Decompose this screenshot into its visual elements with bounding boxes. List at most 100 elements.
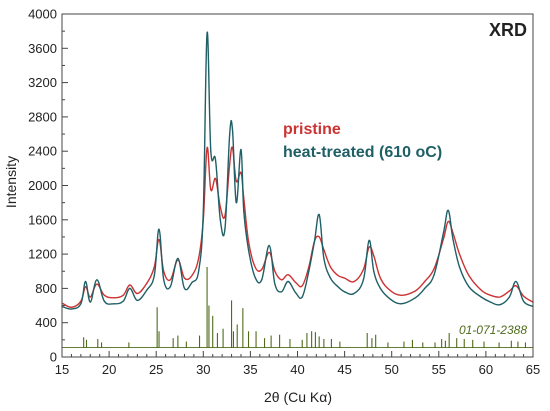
heat-treated-point	[308, 270, 310, 272]
pristine-point	[89, 296, 91, 298]
pristine-point	[158, 238, 160, 241]
heat-treated-point	[191, 281, 193, 283]
pristine-point	[169, 279, 171, 281]
pristine-point	[96, 283, 98, 285]
pristine-point	[490, 294, 492, 296]
pristine-point	[433, 268, 435, 270]
pristine-point	[480, 289, 482, 291]
heat-treated-point	[452, 238, 454, 240]
pristine-point	[515, 285, 517, 287]
heat-treated-point	[373, 270, 375, 272]
x-axis-title: 2θ (Cu Kα)	[264, 389, 332, 405]
x-tick-label-30: 30	[196, 362, 210, 377]
heat-treated-point	[146, 289, 148, 291]
heat-treated-point	[433, 274, 435, 276]
heat-treated-point	[254, 276, 256, 278]
pristine-point	[362, 268, 364, 271]
x-tick-label-35: 35	[243, 362, 257, 377]
y-tick-label-1600: 1600	[28, 212, 57, 227]
heat-treated-point	[329, 277, 332, 279]
heat-treated-point	[210, 150, 212, 152]
heat-treated-point	[523, 300, 525, 302]
pristine-point	[400, 294, 402, 296]
heat-treated-point	[287, 280, 289, 283]
series-layer	[61, 31, 534, 348]
pristine-point	[229, 163, 231, 165]
pristine-point	[458, 253, 461, 255]
heat-treated-point	[318, 214, 320, 216]
heat-treated-point	[158, 228, 160, 230]
pristine-point	[523, 295, 525, 297]
pristine-point	[379, 277, 381, 279]
heat-treated-point	[295, 292, 297, 294]
heat-treated-point	[515, 280, 517, 283]
heat-treated-point	[231, 129, 234, 131]
y-axis-title: Intensity	[3, 156, 19, 208]
pristine-point	[183, 277, 186, 279]
pristine-point	[103, 294, 105, 296]
pristine-point	[323, 249, 325, 251]
heat-treated-point	[202, 210, 204, 212]
reference-card-label: 01-071-2388	[459, 323, 527, 337]
pristine-point	[122, 294, 124, 296]
pristine-point	[113, 297, 115, 299]
pristine-point	[280, 279, 283, 281]
y-tick-label-0: 0	[50, 350, 57, 365]
pristine-point	[261, 268, 263, 271]
pristine-point	[136, 292, 138, 295]
heat-treated-point	[447, 209, 449, 211]
pristine-point	[447, 220, 449, 223]
y-tick-label-3200: 3200	[28, 75, 57, 90]
plot-frame	[61, 13, 534, 358]
heat-treated-point	[458, 266, 461, 268]
heat-treated-point	[229, 133, 231, 135]
heat-treated-point	[337, 286, 339, 288]
heat-treated-point	[224, 227, 226, 229]
heat-treated-point	[89, 301, 91, 303]
pristine-point	[508, 290, 510, 292]
heat-treated-point	[323, 257, 325, 259]
pristine-point	[146, 282, 148, 284]
y-tick-label-800: 800	[35, 281, 57, 296]
legend-heat-treated-text: heat-treated (610 oC)	[283, 144, 442, 161]
heat-treated-point	[490, 301, 492, 303]
pristine-point	[129, 284, 131, 286]
pristine-point	[499, 296, 501, 298]
x-tick-label-25: 25	[149, 362, 163, 377]
x-tick-label-45: 45	[337, 362, 351, 377]
heat-treated-point	[274, 283, 276, 285]
pristine-point	[287, 274, 289, 276]
pristine-point	[468, 274, 470, 277]
heat-treated-point	[183, 287, 186, 289]
heat-treated-point	[70, 308, 72, 310]
series-line-pristine	[61, 146, 534, 308]
x-tick-label-20: 20	[102, 362, 116, 377]
pristine-point	[318, 236, 320, 238]
x-tick-label-40: 40	[290, 362, 304, 377]
heat-treated-point	[206, 32, 208, 34]
heat-treated-point	[362, 279, 364, 281]
pristine-point	[240, 172, 242, 174]
y-tick-label-3600: 3600	[28, 41, 57, 56]
heat-treated-point	[129, 287, 131, 289]
heat-treated-point	[508, 296, 510, 298]
heat-treated-point	[96, 279, 98, 281]
x-tick-label-55: 55	[432, 362, 446, 377]
pristine-point	[368, 246, 370, 248]
heat-treated-point	[268, 244, 270, 247]
heat-treated-point	[84, 280, 87, 283]
pristine-point	[353, 280, 355, 283]
pristine-point	[424, 280, 426, 283]
pristine-point	[84, 286, 87, 288]
pristine-point	[442, 238, 445, 240]
x-tick-label-60: 60	[479, 362, 493, 377]
pristine-point	[414, 290, 416, 292]
x-tick-label-15: 15	[55, 362, 69, 377]
heat-treated-point	[261, 279, 263, 281]
legend-heat-treated: heat-treated (610 oC)	[283, 144, 442, 161]
heat-treated-point	[136, 299, 138, 301]
heat-treated-point	[153, 274, 155, 277]
y-tick-label-4000: 4000	[28, 7, 57, 22]
heat-treated-point	[442, 232, 445, 234]
